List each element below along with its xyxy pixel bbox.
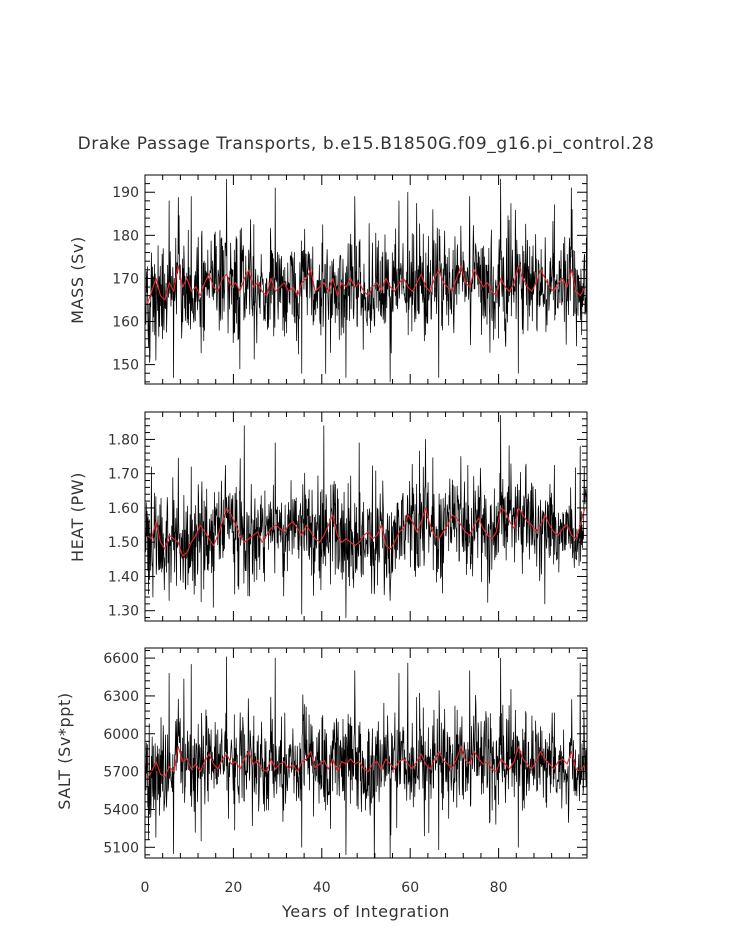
heat-plot-frame: [144, 411, 588, 622]
salt-annual-mean-series: [146, 745, 586, 779]
heat-y-axis-label: HEAT (PW): [68, 472, 87, 562]
heat-panel: HEAT (PW) 1.30 1.40 1.50 1.60 1.70 1.80: [68, 411, 588, 622]
x-tick-label: 40: [313, 880, 331, 896]
heat-y-tick-label: 1.70: [108, 467, 139, 483]
heat-y-tick-label: 1.60: [108, 501, 139, 517]
heat-annual-mean-series: [146, 507, 586, 557]
mass-y-tick-label: 160: [112, 315, 139, 331]
mass-panel: MASS (Sv) 150 160 170 180 190: [68, 174, 588, 385]
mass-plot-frame: [144, 174, 588, 385]
salt-plot-frame: [144, 647, 588, 859]
x-axis-label: Years of Integration: [281, 902, 450, 921]
x-tick-label: 60: [401, 880, 419, 896]
x-tick-label: 80: [490, 880, 508, 896]
mass-y-axis-label: MASS (Sv): [68, 236, 87, 324]
mass-y-tick-label: 190: [112, 185, 139, 201]
heat-y-tick-label: 1.50: [108, 535, 139, 551]
salt-y-tick-label: 6600: [103, 651, 139, 667]
mass-y-tick-label: 150: [112, 358, 139, 374]
salt-y-tick-label: 5100: [103, 840, 139, 856]
heat-y-tick-label: 1.30: [108, 604, 139, 620]
salt-panel: SALT (Sv*ppt) 5100 5400 5700 6000 6300 6600: [55, 647, 588, 859]
heat-monthly-series: [144, 415, 588, 618]
chart-title: Drake Passage Transports, b.e15.B1850G.f…: [78, 134, 655, 154]
salt-y-axis-label: SALT (Sv*ppt): [55, 692, 74, 809]
mass-monthly-series: [144, 178, 588, 383]
mass-annual-mean-series: [146, 264, 586, 305]
heat-y-tick-label: 1.80: [108, 432, 139, 448]
salt-monthly-series: [144, 656, 588, 859]
salt-y-tick-label: 5400: [103, 802, 139, 818]
x-tick-label: 20: [224, 880, 242, 896]
x-tick-label: 0: [141, 880, 150, 896]
salt-y-tick-label: 5700: [103, 765, 139, 781]
mass-y-tick-label: 170: [112, 271, 139, 287]
heat-y-tick-label: 1.40: [108, 569, 139, 585]
salt-y-tick-label: 6300: [103, 689, 139, 705]
salt-y-tick-label: 6000: [103, 727, 139, 743]
mass-y-tick-label: 180: [112, 228, 139, 244]
